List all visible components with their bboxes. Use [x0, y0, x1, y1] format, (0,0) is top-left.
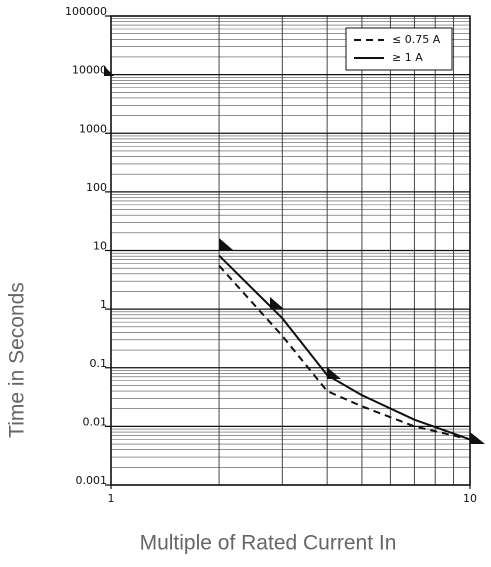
triangle-marker — [104, 66, 114, 76]
x-tick-label: 10 — [463, 492, 477, 505]
y-tick-label: 0.001 — [76, 474, 108, 487]
y-tick-label: 0.01 — [83, 415, 108, 428]
triangle-marker — [470, 432, 485, 444]
y-tick-label: 1000 — [79, 122, 107, 135]
grid — [105, 15, 471, 489]
y-tick-label: 1 — [100, 298, 107, 311]
data-line — [218, 254, 471, 441]
x-axis-title: Multiple of Rated Current In — [140, 532, 397, 555]
legend-label: ≤ 0.75 A — [392, 33, 441, 46]
data-line — [218, 265, 471, 441]
legend-label: ≥ 1 A — [392, 51, 423, 64]
triangle-marker — [270, 297, 284, 309]
legend-box — [345, 27, 453, 71]
curve-markers — [104, 66, 485, 444]
y-tick-label: 100000 — [65, 5, 107, 18]
triangle-marker — [219, 238, 233, 250]
y-tick-label: 0.1 — [90, 357, 108, 370]
y-axis-title: Time in Seconds — [6, 282, 29, 438]
y-tick-label: 100 — [86, 181, 107, 194]
y-tick-label: 10000 — [72, 64, 107, 77]
y-tick-label: 10 — [93, 240, 107, 253]
plot-frame — [110, 15, 471, 486]
x-tick-label: 1 — [108, 492, 115, 505]
